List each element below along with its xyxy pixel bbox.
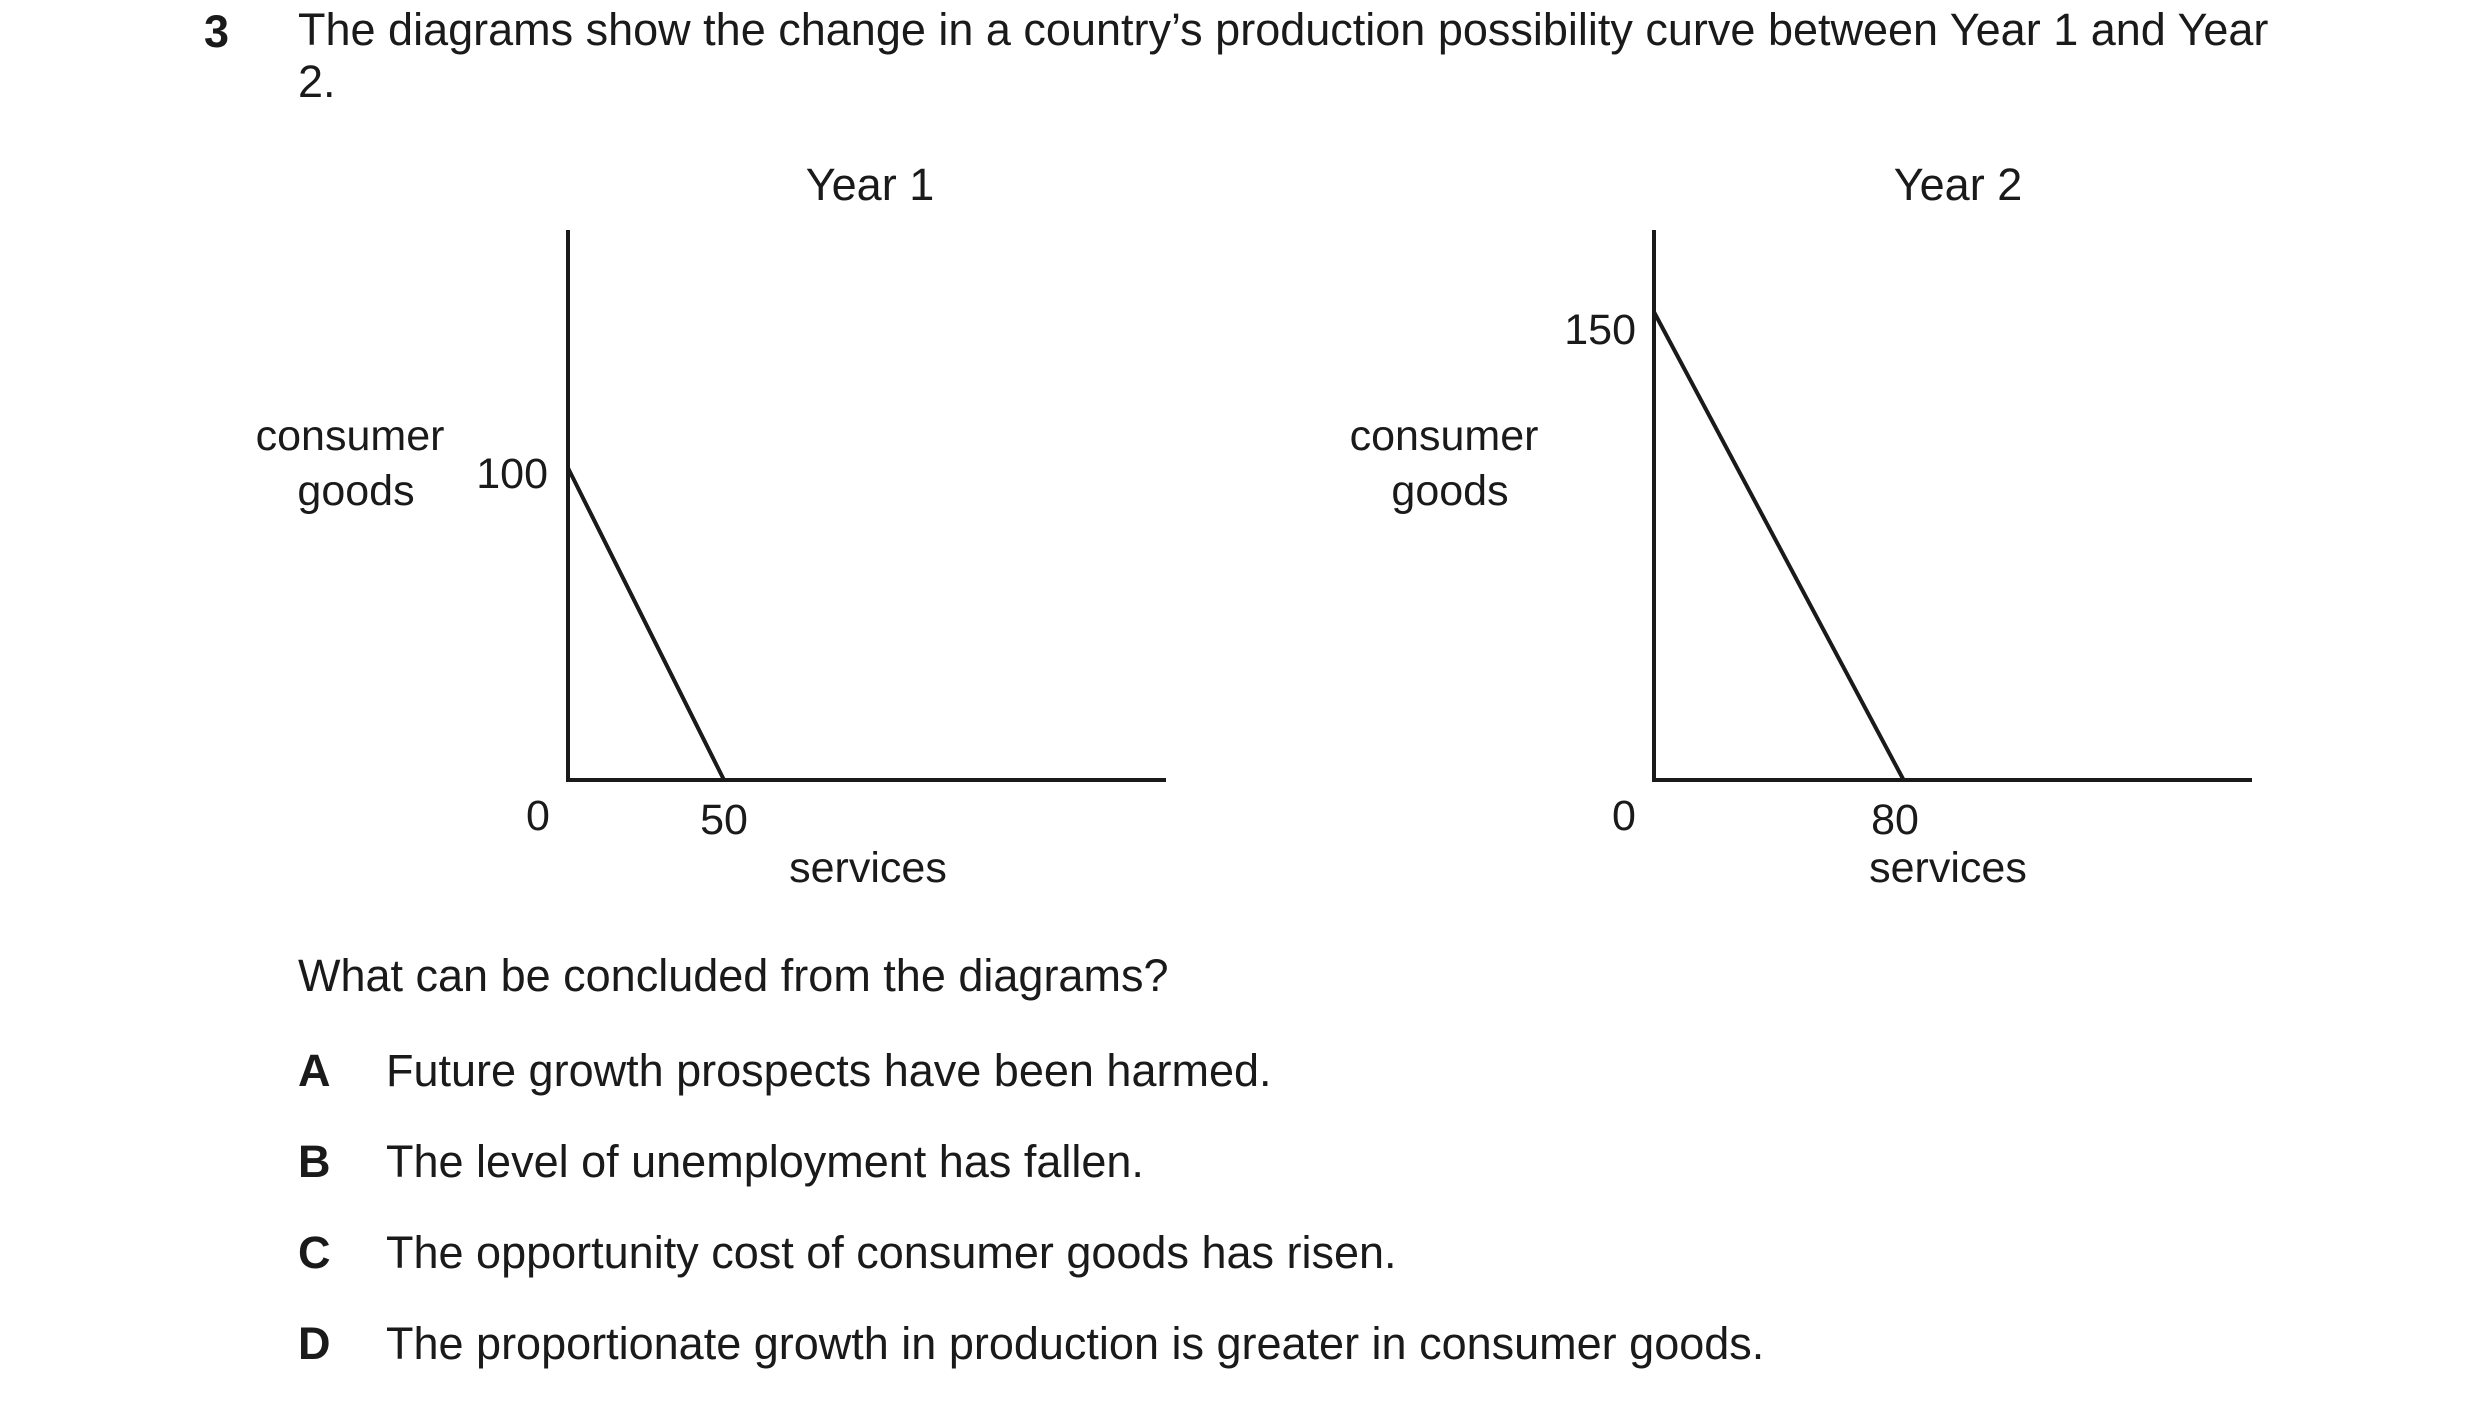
question-number: 3 [204, 6, 230, 57]
option-d[interactable]: D The proportionate growth in production… [298, 1318, 1764, 1409]
y-axis-label: consumer goods [256, 412, 457, 515]
y-axis-label-line-1: consumer [1350, 412, 1539, 460]
ppc-line [1652, 311, 1906, 781]
option-letter: A [298, 1045, 331, 1096]
y-axis-label-line-2: goods [1391, 467, 1508, 515]
option-text: The proportionate growth in production i… [386, 1318, 1765, 1369]
x-tick-label: 50 [700, 796, 748, 844]
curve-layer [1652, 311, 1906, 781]
option-text: Future growth prospects have been harmed… [386, 1045, 1272, 1096]
option-a[interactable]: A Future growth prospects have been harm… [298, 1045, 1764, 1136]
option-b[interactable]: B The level of unemployment has fallen. [298, 1136, 1764, 1227]
y-axis-label: consumer goods [1350, 412, 1551, 515]
y-tick-label: 100 [476, 450, 548, 498]
option-text: The opportunity cost of consumer goods h… [386, 1227, 1397, 1278]
option-letter: D [298, 1318, 331, 1369]
ppc-line [566, 467, 726, 781]
answer-options: A Future growth prospects have been harm… [298, 1045, 1764, 1409]
y-axis-label-line-1: consumer [256, 412, 445, 460]
y-axis-label-line-2: goods [297, 467, 414, 515]
option-letter: B [298, 1136, 331, 1187]
y-tick-label: 150 [1564, 306, 1636, 354]
question-prompt: What can be concluded from the diagrams? [298, 950, 1169, 1001]
diagram-year-2: Year 2 consumer goods 150 0 80 services [1350, 159, 2252, 892]
x-axis-label: services [789, 844, 947, 892]
option-letter: C [298, 1227, 331, 1278]
diagram-year-1: Year 1 consumer goods 100 0 50 services [256, 159, 1166, 892]
chart-title: Year 2 [1894, 159, 2022, 210]
origin-label: 0 [526, 792, 550, 840]
origin-label: 0 [1612, 792, 1636, 840]
curve-layer [566, 467, 726, 781]
question-stem: The diagrams show the change in a countr… [298, 4, 2269, 107]
x-axis-label: services [1869, 844, 2027, 892]
option-text: The level of unemployment has fallen. [386, 1136, 1144, 1187]
option-c[interactable]: C The opportunity cost of consumer goods… [298, 1227, 1764, 1318]
chart-title: Year 1 [806, 159, 934, 210]
x-tick-label: 80 [1871, 796, 1919, 844]
ppc-diagrams: Year 1 consumer goods 100 0 50 services … [256, 159, 2252, 892]
